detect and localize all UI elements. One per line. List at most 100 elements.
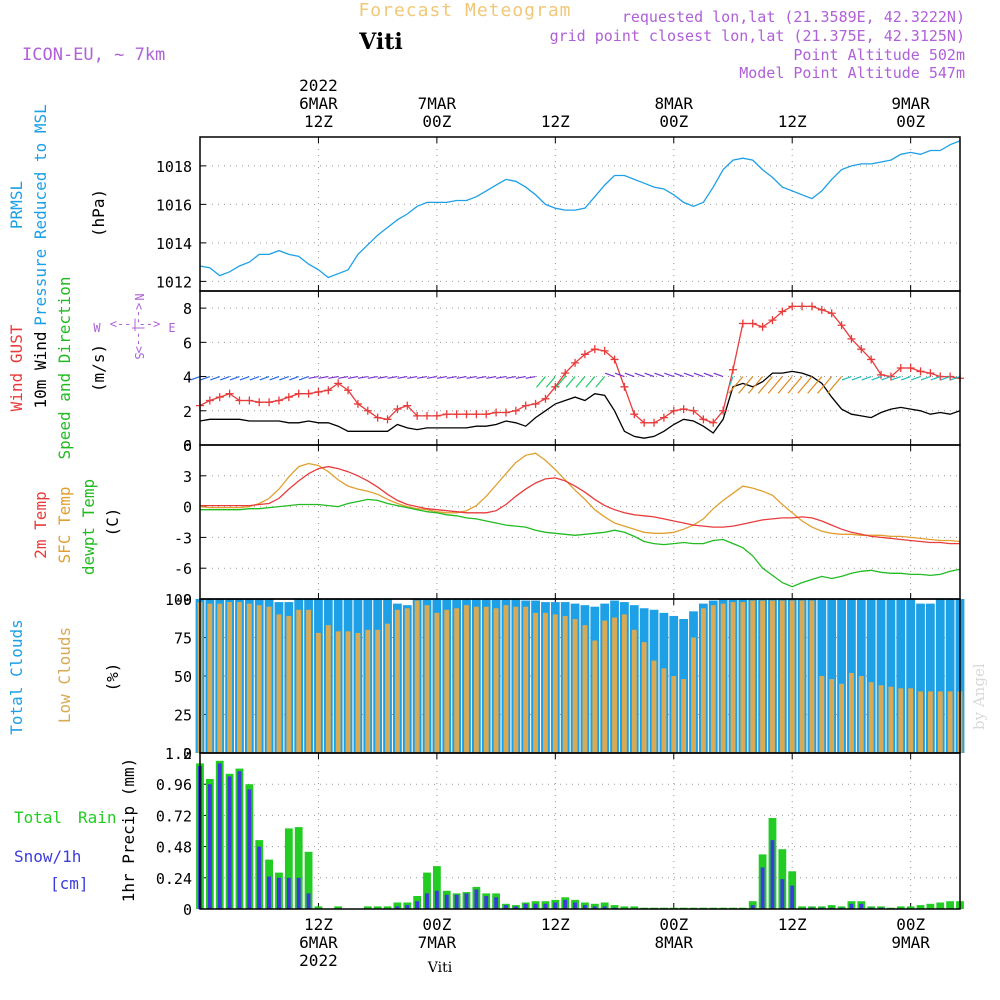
snow-bar bbox=[217, 763, 222, 909]
wind-direction-arrow bbox=[308, 375, 319, 379]
chart-title: Forecast Meteogram bbox=[358, 0, 571, 21]
top-time-label: 8MAR bbox=[655, 94, 694, 113]
low-cloud-bar bbox=[394, 609, 400, 753]
wind-direction-arrow bbox=[851, 375, 862, 381]
gust-marker bbox=[561, 369, 570, 378]
gust-marker bbox=[373, 413, 382, 422]
pressure-unit: (hPa) bbox=[89, 189, 108, 237]
low-cloud-bar bbox=[404, 608, 410, 753]
wind-direction-arrow bbox=[644, 372, 655, 378]
gust-marker bbox=[255, 398, 264, 407]
wind-direction-arrow bbox=[624, 372, 635, 378]
bottom-time-label: 00Z bbox=[422, 915, 451, 934]
gust-marker bbox=[699, 415, 708, 424]
snow-bar bbox=[582, 905, 587, 909]
gust-marker bbox=[235, 396, 244, 405]
wind-direction-arrow bbox=[515, 375, 526, 379]
gust-marker bbox=[728, 365, 737, 374]
snow-bar bbox=[543, 903, 548, 909]
rain-bar bbox=[383, 906, 392, 909]
y-tick-label: 1018 bbox=[156, 158, 192, 176]
wind-direction-arrow bbox=[377, 375, 388, 379]
low-cloud-bar bbox=[444, 609, 450, 753]
snow-bar bbox=[207, 784, 212, 909]
low-cloud-bar bbox=[464, 605, 469, 753]
snow-bar bbox=[425, 893, 429, 909]
low-cloud-bar bbox=[700, 608, 706, 753]
temp-unit: (C) bbox=[103, 508, 122, 537]
wind-direction-arrow bbox=[476, 375, 487, 379]
top-time-label: 00Z bbox=[422, 112, 451, 131]
low-cloud-bar bbox=[612, 617, 617, 753]
footer-station: Viti bbox=[427, 960, 453, 976]
low-cloud-bar bbox=[829, 679, 835, 753]
wind-direction-arrow bbox=[289, 375, 299, 381]
gust-marker bbox=[817, 305, 826, 314]
low-cloud-bar bbox=[947, 691, 953, 753]
wind-direction-arrow bbox=[901, 375, 911, 381]
snow-bar bbox=[277, 877, 281, 909]
low-cloud-bar bbox=[927, 691, 933, 753]
low-cloud-bar bbox=[434, 612, 440, 753]
wind-direction-arrow bbox=[604, 372, 615, 378]
wind-dir-label: Speed and Direction bbox=[55, 276, 74, 459]
wind-direction-arrow bbox=[861, 375, 872, 381]
wind-direction-arrow bbox=[950, 375, 961, 381]
gust-marker bbox=[393, 405, 402, 414]
low-cloud-bar bbox=[237, 602, 242, 753]
wind-direction-arrow bbox=[674, 372, 684, 378]
gust-marker bbox=[936, 372, 945, 381]
wind-direction-arrow bbox=[190, 375, 201, 381]
gust-marker bbox=[679, 405, 688, 414]
low-cloud-bar bbox=[839, 683, 844, 753]
low-cloud-bar bbox=[256, 605, 262, 753]
y-tick-label: -6 bbox=[174, 560, 192, 578]
y-tick-label: 6 bbox=[183, 334, 192, 352]
y-tick-label: 1014 bbox=[156, 235, 192, 253]
low-cloud-bar bbox=[316, 632, 321, 753]
y-tick-label: 4 bbox=[183, 369, 192, 387]
low-cloud-bar bbox=[345, 631, 351, 753]
low-cloud-bar bbox=[592, 640, 598, 753]
wind-direction-arrow bbox=[387, 375, 398, 379]
wind-direction-arrow bbox=[496, 375, 507, 379]
snow-bar bbox=[790, 885, 795, 909]
snow-bar bbox=[415, 901, 420, 909]
snow-bar bbox=[237, 771, 242, 909]
wind-direction-arrow bbox=[259, 375, 270, 381]
low-cloud-bar bbox=[355, 632, 361, 753]
y-tick-label: 50 bbox=[174, 668, 192, 686]
rain-bar bbox=[393, 902, 402, 909]
snow-bar bbox=[602, 906, 607, 909]
gust-marker bbox=[531, 399, 540, 408]
compass-s: S bbox=[132, 352, 146, 359]
rain-bar bbox=[304, 851, 313, 909]
rain-bar bbox=[926, 903, 935, 909]
gust-marker bbox=[738, 319, 747, 328]
low-cloud-bar bbox=[286, 615, 292, 753]
snow-bar bbox=[553, 902, 558, 909]
rain-bar bbox=[906, 906, 915, 909]
gust-marker bbox=[432, 411, 441, 420]
snow-bar bbox=[267, 876, 272, 909]
y-tick-label: 0 bbox=[183, 499, 192, 517]
gust-marker bbox=[225, 389, 234, 398]
low-cloud-bar bbox=[473, 606, 479, 753]
rain-bar bbox=[423, 872, 431, 909]
wind-direction-arrow bbox=[940, 375, 951, 381]
total-cloud-bar bbox=[876, 599, 886, 753]
low-cloud-bar bbox=[641, 642, 647, 753]
panel-frame bbox=[199, 444, 961, 600]
wind-direction-arrow bbox=[367, 375, 378, 379]
gust-marker bbox=[590, 345, 599, 354]
gust-marker bbox=[452, 410, 461, 419]
wind-direction-arrow bbox=[777, 376, 793, 394]
compass-n: N bbox=[132, 293, 146, 300]
snow-bar bbox=[464, 893, 469, 909]
bottom-time-label: 00Z bbox=[659, 915, 688, 934]
wind-direction-arrow bbox=[664, 372, 674, 378]
snow-bar bbox=[533, 903, 538, 909]
pressure-line bbox=[199, 140, 961, 279]
model-name: ICON-EU, ~ 7km bbox=[22, 45, 165, 65]
snow-bar bbox=[573, 902, 578, 909]
